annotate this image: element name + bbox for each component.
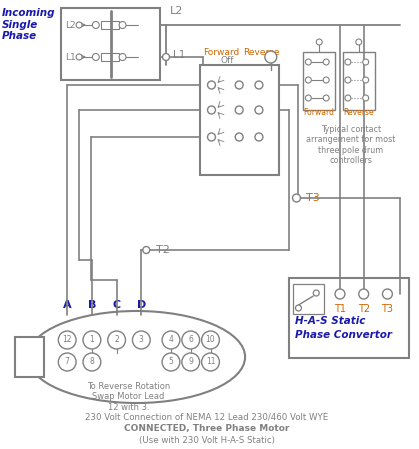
Text: 6: 6 xyxy=(188,335,193,344)
Circle shape xyxy=(295,305,301,311)
Text: 230 Volt Connection of NEMA 12 Lead 230/460 Volt WYE: 230 Volt Connection of NEMA 12 Lead 230/… xyxy=(85,412,328,421)
Circle shape xyxy=(359,289,369,299)
Bar xyxy=(292,284,324,314)
Text: To Reverse Rotation
Swap Motor Lead
12 with 3.: To Reverse Rotation Swap Motor Lead 12 w… xyxy=(87,382,170,412)
Text: B: B xyxy=(88,300,96,310)
Text: L2: L2 xyxy=(65,21,76,30)
Text: CONNECTED, Three Phase Motor: CONNECTED, Three Phase Motor xyxy=(124,424,289,433)
Text: 10: 10 xyxy=(206,335,215,344)
Text: 7: 7 xyxy=(65,357,70,366)
Circle shape xyxy=(345,77,351,83)
Circle shape xyxy=(305,77,311,83)
Circle shape xyxy=(202,353,220,371)
Circle shape xyxy=(58,331,76,349)
Circle shape xyxy=(345,59,351,65)
Text: 12: 12 xyxy=(62,335,72,344)
Text: T1: T1 xyxy=(334,304,346,314)
Text: Typical contact
arrangement for most
three pole drum
controllers: Typical contact arrangement for most thr… xyxy=(306,125,396,165)
Circle shape xyxy=(76,22,82,28)
Circle shape xyxy=(356,39,362,45)
Circle shape xyxy=(163,53,170,61)
Text: 8: 8 xyxy=(90,357,94,366)
Text: 11: 11 xyxy=(206,357,215,366)
Circle shape xyxy=(76,54,82,60)
Circle shape xyxy=(255,133,263,141)
Bar xyxy=(15,337,44,377)
Circle shape xyxy=(305,95,311,101)
Text: T3: T3 xyxy=(306,193,320,203)
Circle shape xyxy=(235,133,243,141)
Circle shape xyxy=(207,106,215,114)
Bar xyxy=(199,65,279,175)
Circle shape xyxy=(162,331,180,349)
Circle shape xyxy=(83,353,101,371)
Circle shape xyxy=(345,95,351,101)
Circle shape xyxy=(132,331,150,349)
Circle shape xyxy=(58,353,76,371)
Text: L1: L1 xyxy=(173,50,185,60)
Circle shape xyxy=(323,77,329,83)
Bar xyxy=(343,52,375,110)
Circle shape xyxy=(363,95,369,101)
Circle shape xyxy=(143,247,150,254)
Text: D: D xyxy=(137,300,146,310)
Text: (Use with 230 Volt H-A-S Static): (Use with 230 Volt H-A-S Static) xyxy=(139,436,274,445)
Circle shape xyxy=(108,331,126,349)
Text: H-A-S Static: H-A-S Static xyxy=(295,316,365,326)
Circle shape xyxy=(363,77,369,83)
Circle shape xyxy=(202,331,220,349)
Text: 1: 1 xyxy=(90,335,94,344)
Bar xyxy=(101,53,119,61)
Bar xyxy=(289,278,409,358)
Circle shape xyxy=(335,289,345,299)
Circle shape xyxy=(255,106,263,114)
Bar xyxy=(101,21,119,29)
Circle shape xyxy=(305,59,311,65)
Ellipse shape xyxy=(28,311,245,403)
Circle shape xyxy=(207,133,215,141)
Circle shape xyxy=(316,39,322,45)
Circle shape xyxy=(119,53,126,61)
Text: 3: 3 xyxy=(139,335,144,344)
Text: T3: T3 xyxy=(381,304,393,314)
Text: A: A xyxy=(63,300,72,310)
Circle shape xyxy=(235,81,243,89)
Circle shape xyxy=(207,81,215,89)
Circle shape xyxy=(383,289,392,299)
Text: T2: T2 xyxy=(358,304,370,314)
Circle shape xyxy=(119,22,126,28)
Text: C: C xyxy=(113,300,121,310)
Circle shape xyxy=(313,290,319,296)
Text: L2: L2 xyxy=(170,6,184,16)
Text: Phase Convertor: Phase Convertor xyxy=(295,330,391,340)
Circle shape xyxy=(83,331,101,349)
Circle shape xyxy=(255,81,263,89)
Text: Forward: Forward xyxy=(204,48,240,57)
Text: Incoming
Single
Phase: Incoming Single Phase xyxy=(2,8,55,41)
Text: Reverse: Reverse xyxy=(243,48,279,57)
Bar xyxy=(303,52,335,110)
Text: 9: 9 xyxy=(188,357,193,366)
Bar xyxy=(61,8,160,80)
Text: 2: 2 xyxy=(114,335,119,344)
Circle shape xyxy=(162,353,180,371)
Text: T2: T2 xyxy=(156,245,170,255)
Circle shape xyxy=(182,331,199,349)
Circle shape xyxy=(323,59,329,65)
Circle shape xyxy=(323,95,329,101)
Text: Forward: Forward xyxy=(304,108,335,117)
Text: Off: Off xyxy=(220,56,234,65)
Circle shape xyxy=(93,53,99,61)
Circle shape xyxy=(235,106,243,114)
Circle shape xyxy=(292,194,300,202)
Text: 5: 5 xyxy=(168,357,173,366)
Circle shape xyxy=(363,59,369,65)
Circle shape xyxy=(265,51,277,63)
Circle shape xyxy=(93,22,99,28)
Text: Reverse: Reverse xyxy=(344,108,374,117)
Text: L1: L1 xyxy=(65,53,76,62)
Circle shape xyxy=(182,353,199,371)
Text: 4: 4 xyxy=(168,335,173,344)
